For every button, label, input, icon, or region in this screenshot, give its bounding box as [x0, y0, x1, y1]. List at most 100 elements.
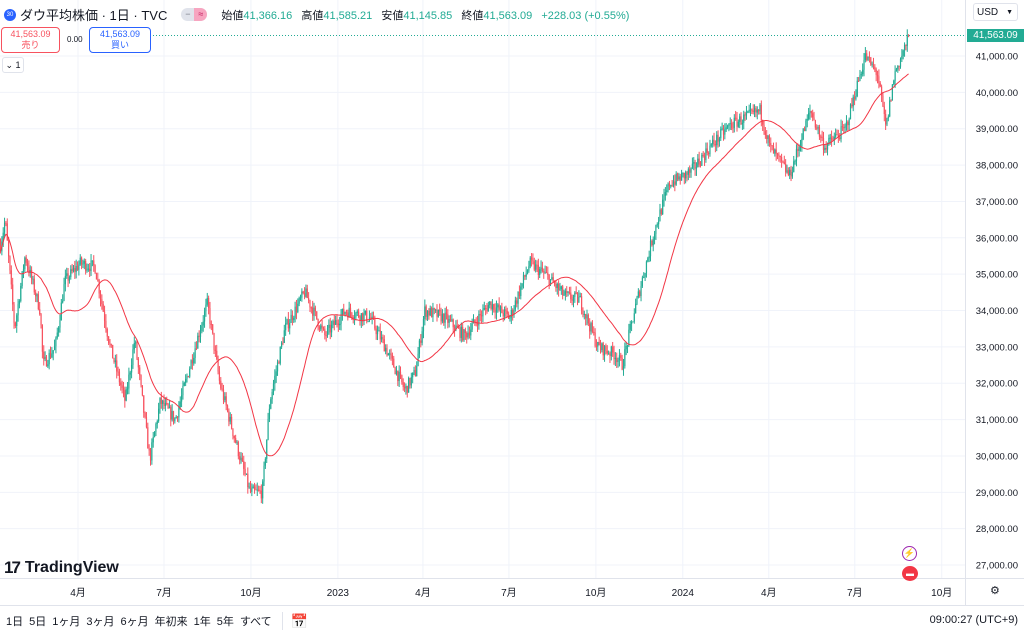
candle-body	[76, 266, 79, 270]
candle-body	[647, 258, 649, 262]
candle-body	[267, 418, 269, 440]
candle-body	[225, 396, 227, 406]
x-tick-label: 7月	[847, 587, 863, 599]
candle-body	[548, 274, 550, 286]
candle-body	[247, 473, 249, 488]
currency-select[interactable]: USD ▼	[973, 3, 1018, 21]
candle-body	[148, 448, 150, 451]
candle-body	[808, 112, 810, 119]
candle-body	[75, 266, 77, 272]
candle-body	[775, 149, 777, 154]
candle-body	[656, 224, 658, 226]
candle-body	[580, 296, 583, 311]
candle-body	[205, 304, 207, 312]
candle-body	[125, 389, 127, 401]
toggle-approx[interactable]: ≈	[194, 8, 208, 21]
range-5d[interactable]: 5日	[29, 616, 47, 628]
candle-body	[70, 269, 72, 278]
settings-gear-icon[interactable]: ⚙	[990, 585, 1000, 597]
range-5y[interactable]: 5年	[216, 616, 234, 628]
candle-body	[17, 304, 19, 316]
price-chart[interactable]: 27,000.00 28,000.00 29,000.00 30,000.00 31,0…	[0, 0, 1024, 605]
candle-body	[272, 383, 275, 393]
candle-body	[776, 153, 779, 155]
candle-body	[3, 222, 6, 233]
candle-body	[13, 304, 15, 323]
candle-body	[94, 265, 96, 274]
candle-body	[818, 127, 821, 137]
sell-button[interactable]: 41,563.09 売り	[1, 27, 60, 53]
candle-body	[440, 311, 442, 322]
indicator-toggle[interactable]: − ≈	[181, 8, 208, 21]
candle-body	[476, 322, 479, 326]
candle-body	[525, 273, 527, 277]
range-6m[interactable]: 6ヶ月	[120, 616, 149, 628]
candle-body	[479, 314, 481, 316]
range-1m[interactable]: 1ヶ月	[52, 616, 81, 628]
candle-body	[276, 362, 279, 372]
candle-body	[149, 450, 152, 461]
range-all[interactable]: すべて	[239, 616, 272, 628]
candle-body	[74, 268, 76, 272]
candle-body	[241, 457, 244, 462]
candle-body	[366, 310, 368, 322]
candle-body	[352, 317, 354, 319]
candle-body	[444, 312, 446, 323]
change-value: +228.03 (+0.55%)	[541, 9, 630, 22]
candle-body	[891, 84, 894, 101]
candle-body	[455, 325, 457, 331]
candle-body	[445, 312, 448, 315]
candle-body	[712, 139, 714, 145]
candle-body	[740, 116, 742, 125]
collapse-indicators-button[interactable]: ⌄ 1	[2, 57, 24, 73]
symbol-title[interactable]: ダウ平均株価 · 1日 · TVC	[20, 8, 168, 23]
range-3m[interactable]: 3ヶ月	[86, 616, 115, 628]
candle-body	[343, 308, 345, 315]
calendar-goto-icon[interactable]: 📅	[290, 612, 309, 629]
candle-body	[66, 273, 68, 276]
candle-body	[876, 74, 879, 77]
candle-body	[217, 358, 219, 372]
candle-body	[102, 304, 104, 312]
candle-body	[543, 271, 545, 273]
us-flag-event-icon[interactable]: ▬	[902, 566, 918, 581]
candle-body	[87, 268, 89, 270]
candle-body	[864, 53, 866, 60]
candle-body	[817, 127, 819, 129]
candle-body	[379, 330, 381, 340]
candle-body	[667, 183, 669, 191]
candle-body	[317, 318, 319, 327]
range-1y[interactable]: 1年	[193, 616, 211, 628]
candle-body	[663, 195, 665, 200]
buy-button[interactable]: 41,563.09 買い	[89, 27, 151, 53]
candle-body	[72, 268, 75, 272]
candle-body	[480, 315, 483, 317]
candle-body	[632, 321, 634, 323]
lightning-event-icon[interactable]: ⚡	[902, 546, 917, 561]
candle-body	[836, 134, 838, 136]
candle-body	[849, 104, 852, 120]
candle-body	[153, 431, 156, 438]
toggle-minus[interactable]: −	[185, 9, 191, 19]
candle-body	[733, 117, 735, 128]
candle-body	[429, 308, 431, 316]
candle-body	[895, 69, 898, 72]
tradingview-logo[interactable]: 17 TradingView	[4, 558, 119, 577]
candle-body	[594, 332, 596, 346]
candle-body	[614, 357, 616, 360]
range-ytd[interactable]: 年初来	[154, 616, 188, 628]
candle-body	[140, 375, 142, 386]
candle-body	[732, 127, 734, 129]
candle-body	[98, 280, 100, 294]
candle-body	[878, 76, 880, 84]
candle-body	[779, 155, 781, 158]
candle-body	[355, 312, 357, 318]
clock[interactable]: 09:00:27 (UTC+9)	[929, 614, 1018, 626]
candle-body	[778, 154, 780, 156]
candle-body	[541, 267, 544, 272]
candle-body	[274, 375, 276, 384]
candle-body	[105, 320, 107, 330]
candle-body	[229, 416, 231, 422]
range-1d[interactable]: 1日	[6, 616, 24, 628]
candle-body	[218, 371, 221, 381]
